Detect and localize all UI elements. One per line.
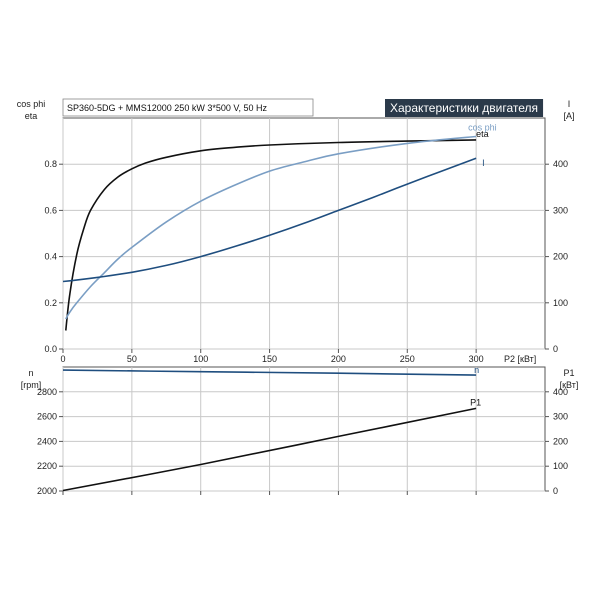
bottom-plot-area [62,366,546,492]
top-x-tick-label: 250 [400,354,415,364]
top-y-right-tick-label: 100 [553,298,568,308]
bottom-y-left-label-2: [rpm] [21,380,42,390]
top-x-axis-label: P2 [кВт] [504,354,536,364]
top-series-label-eta: eta [476,129,489,139]
bottom-y-right-tick-label: 0 [553,486,558,496]
top-series-label-cos-phi: cos phi [468,122,497,132]
top-y-left-tick-label: 0.2 [44,298,57,308]
top-y-left-label-2: eta [25,111,38,121]
bottom-series-p1 [62,407,477,492]
bottom-y-left-tick-label: 2200 [37,461,57,471]
top-y-left-tick-label: 0.4 [44,252,57,262]
top-x-tick-label: 0 [60,354,65,364]
bottom-y-right-tick-label: 400 [553,387,568,397]
top-y-right-tick-label: 200 [553,252,568,262]
top-y-left-tick-label: 0.8 [44,159,57,169]
top-ticks: 0.0 0.2 0.4 0.6 0.8 0 100 200 300 400 0 50 100 150 200… [44,159,568,364]
top-y-right-tick-label: 300 [553,205,568,215]
bottom-series-label-p1: P1 [470,397,481,407]
top-series-cos-phi [65,135,477,320]
top-x-tick-label: 100 [193,354,208,364]
top-series-eta [65,139,477,331]
header-badge-text: Характеристики двигателя [390,101,538,115]
bottom-panel: 2000 2200 2400 2600 2800 0 100 200 300 400 n P1 n … [21,365,579,496]
top-y-left-tick-label: 0.6 [44,205,57,215]
bottom-y-left-tick-label: 2600 [37,412,57,422]
top-plot-area [62,117,546,350]
header-model-text: SP360-5DG + MMS12000 250 kW 3*500 V, 50 … [67,103,268,113]
bottom-y-right-tick-label: 200 [553,436,568,446]
top-x-tick-label: 300 [469,354,484,364]
top-y-right-tick-label: 0 [553,344,558,354]
top-x-tick-label: 50 [127,354,137,364]
bottom-y-right-label-1: P1 [563,368,574,378]
top-grid [62,118,545,350]
bottom-ticks: 2000 2200 2400 2600 2800 0 100 200 300 400 [37,387,568,496]
bottom-series: n P1 [62,365,481,492]
bottom-y-left-tick-label: 2000 [37,486,57,496]
top-y-right-label-2: [A] [563,111,574,121]
top-y-left-tick-label: 0.0 [44,344,57,354]
top-x-tick-label: 150 [262,354,277,364]
bottom-y-right-tick-label: 300 [553,412,568,422]
top-series-label-i: I [482,158,485,168]
bottom-y-right-label-2: [кВт] [560,380,579,390]
bottom-series-label-n: n [474,365,479,375]
bottom-y-left-tick-label: 2400 [37,436,57,446]
bottom-y-right-tick-label: 100 [553,461,568,471]
top-y-right-label-1: I [568,99,571,109]
top-y-left-label-1: cos phi [17,99,46,109]
bottom-series-n [62,369,477,376]
top-panel: 0.0 0.2 0.4 0.6 0.8 0 100 200 300 400 0 50 100 150 200… [17,99,575,364]
header-model-box [62,98,314,117]
bottom-y-left-tick-label: 2800 [37,387,57,397]
top-x-tick-label: 200 [331,354,346,364]
top-y-right-tick-label: 400 [553,159,568,169]
bottom-y-left-label-1: n [28,368,33,378]
top-series-i [62,157,477,283]
bottom-grid [62,367,545,492]
header-badge [385,99,544,117]
